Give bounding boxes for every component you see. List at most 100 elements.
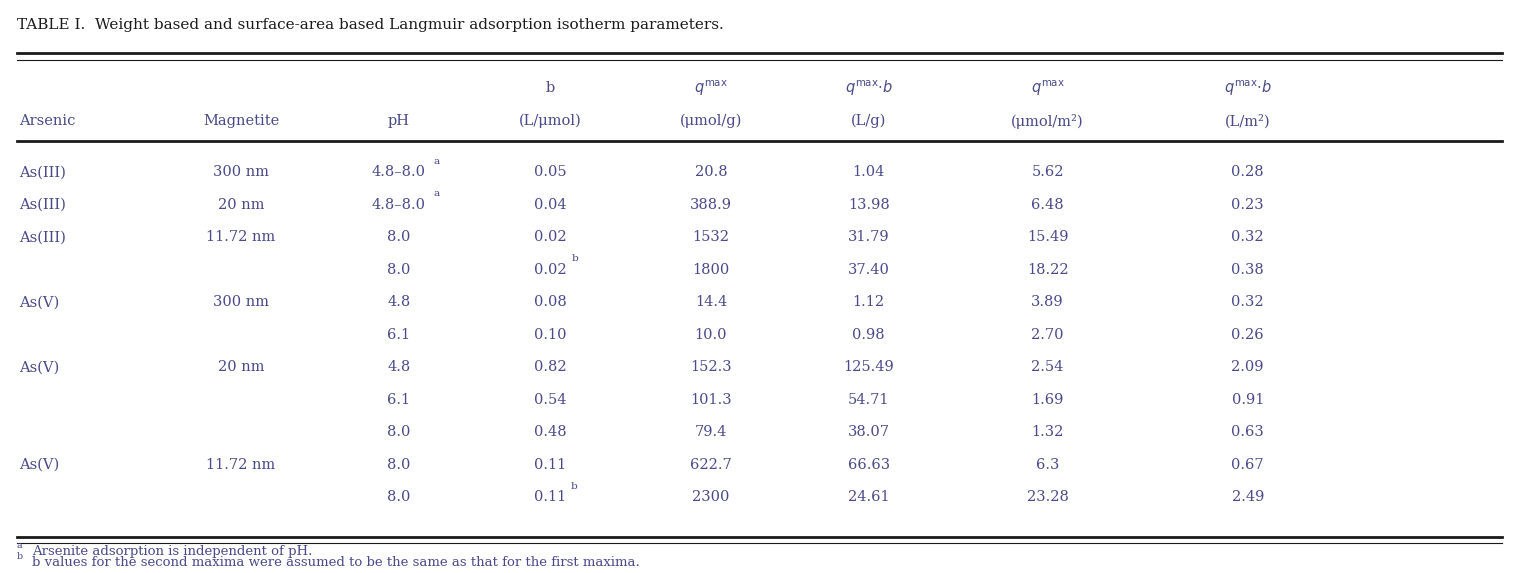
- Text: 24.61: 24.61: [848, 490, 890, 504]
- Text: 0.08: 0.08: [533, 296, 567, 309]
- Text: (L/g): (L/g): [851, 114, 887, 128]
- Text: 0.05: 0.05: [535, 166, 567, 179]
- Text: 2.09: 2.09: [1232, 360, 1264, 375]
- Text: 2.70: 2.70: [1031, 328, 1063, 342]
- Text: Arsenic: Arsenic: [20, 114, 76, 128]
- Text: 0.91: 0.91: [1232, 393, 1264, 407]
- Text: a: a: [17, 541, 23, 550]
- Text: 3.89: 3.89: [1031, 296, 1063, 309]
- Text: 37.40: 37.40: [848, 263, 890, 277]
- Text: (μmol/m²): (μmol/m²): [1012, 113, 1085, 128]
- Text: 0.48: 0.48: [535, 426, 567, 439]
- Text: 5.62: 5.62: [1031, 166, 1063, 179]
- Text: 54.71: 54.71: [848, 393, 890, 407]
- Text: b: b: [545, 81, 554, 95]
- Text: 0.28: 0.28: [1232, 166, 1264, 179]
- Text: 8.0: 8.0: [387, 263, 410, 277]
- Text: 0.38: 0.38: [1232, 263, 1264, 277]
- Text: (L/μmol): (L/μmol): [519, 114, 582, 128]
- Text: 0.32: 0.32: [1232, 296, 1264, 309]
- Text: $q^{\rm max}$: $q^{\rm max}$: [694, 79, 728, 98]
- Text: 0.11: 0.11: [535, 490, 567, 504]
- Text: 0.26: 0.26: [1232, 328, 1264, 342]
- Text: 4.8: 4.8: [387, 296, 410, 309]
- Text: 20.8: 20.8: [694, 166, 728, 179]
- Text: 8.0: 8.0: [387, 458, 410, 472]
- Text: 8.0: 8.0: [387, 490, 410, 504]
- Text: 38.07: 38.07: [848, 426, 890, 439]
- Text: 79.4: 79.4: [694, 426, 728, 439]
- Text: 2300: 2300: [693, 490, 729, 504]
- Text: 10.0: 10.0: [694, 328, 728, 342]
- Text: 15.49: 15.49: [1027, 230, 1068, 245]
- Text: 0.10: 0.10: [535, 328, 567, 342]
- Text: b: b: [571, 481, 577, 490]
- Text: 0.04: 0.04: [535, 198, 567, 212]
- Text: $q^{\rm max}{\cdot}b$: $q^{\rm max}{\cdot}b$: [1224, 79, 1271, 98]
- Text: 6.1: 6.1: [387, 393, 410, 407]
- Text: 66.63: 66.63: [848, 458, 890, 472]
- Text: (μmol/g): (μmol/g): [681, 114, 743, 128]
- Text: b: b: [571, 254, 579, 263]
- Text: 11.72 nm: 11.72 nm: [207, 230, 275, 245]
- Text: (L/m²): (L/m²): [1224, 114, 1270, 128]
- Text: 6.1: 6.1: [387, 328, 410, 342]
- Text: 1.69: 1.69: [1031, 393, 1063, 407]
- Text: 18.22: 18.22: [1027, 263, 1068, 277]
- Text: 125.49: 125.49: [843, 360, 895, 375]
- Text: 152.3: 152.3: [690, 360, 732, 375]
- Text: 8.0: 8.0: [387, 230, 410, 245]
- Text: 0.23: 0.23: [1232, 198, 1264, 212]
- Text: 388.9: 388.9: [690, 198, 732, 212]
- Text: 13.98: 13.98: [848, 198, 890, 212]
- Text: 20 nm: 20 nm: [217, 360, 264, 375]
- Text: 1800: 1800: [693, 263, 729, 277]
- Text: b values for the second maxima were assumed to be the same as that for the first: b values for the second maxima were assu…: [32, 556, 639, 569]
- Text: 0.67: 0.67: [1232, 458, 1264, 472]
- Text: 14.4: 14.4: [694, 296, 728, 309]
- Text: 0.98: 0.98: [852, 328, 886, 342]
- Text: As(III): As(III): [20, 230, 67, 245]
- Text: b: b: [17, 552, 23, 562]
- Text: 300 nm: 300 nm: [213, 166, 269, 179]
- Text: 1.32: 1.32: [1031, 426, 1063, 439]
- Text: 0.02: 0.02: [535, 263, 567, 277]
- Text: 6.3: 6.3: [1036, 458, 1059, 472]
- Text: 4.8: 4.8: [387, 360, 410, 375]
- Text: As(V): As(V): [20, 458, 59, 472]
- Text: a: a: [433, 189, 439, 198]
- Text: pH: pH: [387, 114, 410, 128]
- Text: 8.0: 8.0: [387, 426, 410, 439]
- Text: TABLE I.  Weight based and surface-area based Langmuir adsorption isotherm param: TABLE I. Weight based and surface-area b…: [17, 18, 723, 33]
- Text: Arsenite adsorption is independent of pH.: Arsenite adsorption is independent of pH…: [32, 544, 311, 558]
- Text: 0.02: 0.02: [535, 230, 567, 245]
- Text: 300 nm: 300 nm: [213, 296, 269, 309]
- Text: 1532: 1532: [693, 230, 729, 245]
- Text: As(V): As(V): [20, 360, 59, 375]
- Text: 101.3: 101.3: [690, 393, 732, 407]
- Text: 1.12: 1.12: [852, 296, 884, 309]
- Text: a: a: [433, 156, 439, 166]
- Text: 6.48: 6.48: [1031, 198, 1063, 212]
- Text: 0.32: 0.32: [1232, 230, 1264, 245]
- Text: 11.72 nm: 11.72 nm: [207, 458, 275, 472]
- Text: 0.54: 0.54: [535, 393, 567, 407]
- Text: 0.82: 0.82: [535, 360, 567, 375]
- Text: 31.79: 31.79: [848, 230, 890, 245]
- Text: $q^{\rm max}$: $q^{\rm max}$: [1030, 79, 1065, 98]
- Text: 1.04: 1.04: [852, 166, 886, 179]
- Text: 4.8–8.0: 4.8–8.0: [372, 198, 425, 212]
- Text: 4.8–8.0: 4.8–8.0: [372, 166, 425, 179]
- Text: 23.28: 23.28: [1027, 490, 1068, 504]
- Text: As(V): As(V): [20, 296, 59, 309]
- Text: 20 nm: 20 nm: [217, 198, 264, 212]
- Text: 0.63: 0.63: [1232, 426, 1264, 439]
- Text: $q^{\rm max}{\cdot}b$: $q^{\rm max}{\cdot}b$: [845, 79, 893, 98]
- Text: As(III): As(III): [20, 198, 67, 212]
- Text: Magnetite: Magnetite: [204, 114, 279, 128]
- Text: 622.7: 622.7: [690, 458, 732, 472]
- Text: As(III): As(III): [20, 166, 67, 179]
- Text: 0.11: 0.11: [535, 458, 567, 472]
- Text: 2.49: 2.49: [1232, 490, 1264, 504]
- Text: 2.54: 2.54: [1031, 360, 1063, 375]
